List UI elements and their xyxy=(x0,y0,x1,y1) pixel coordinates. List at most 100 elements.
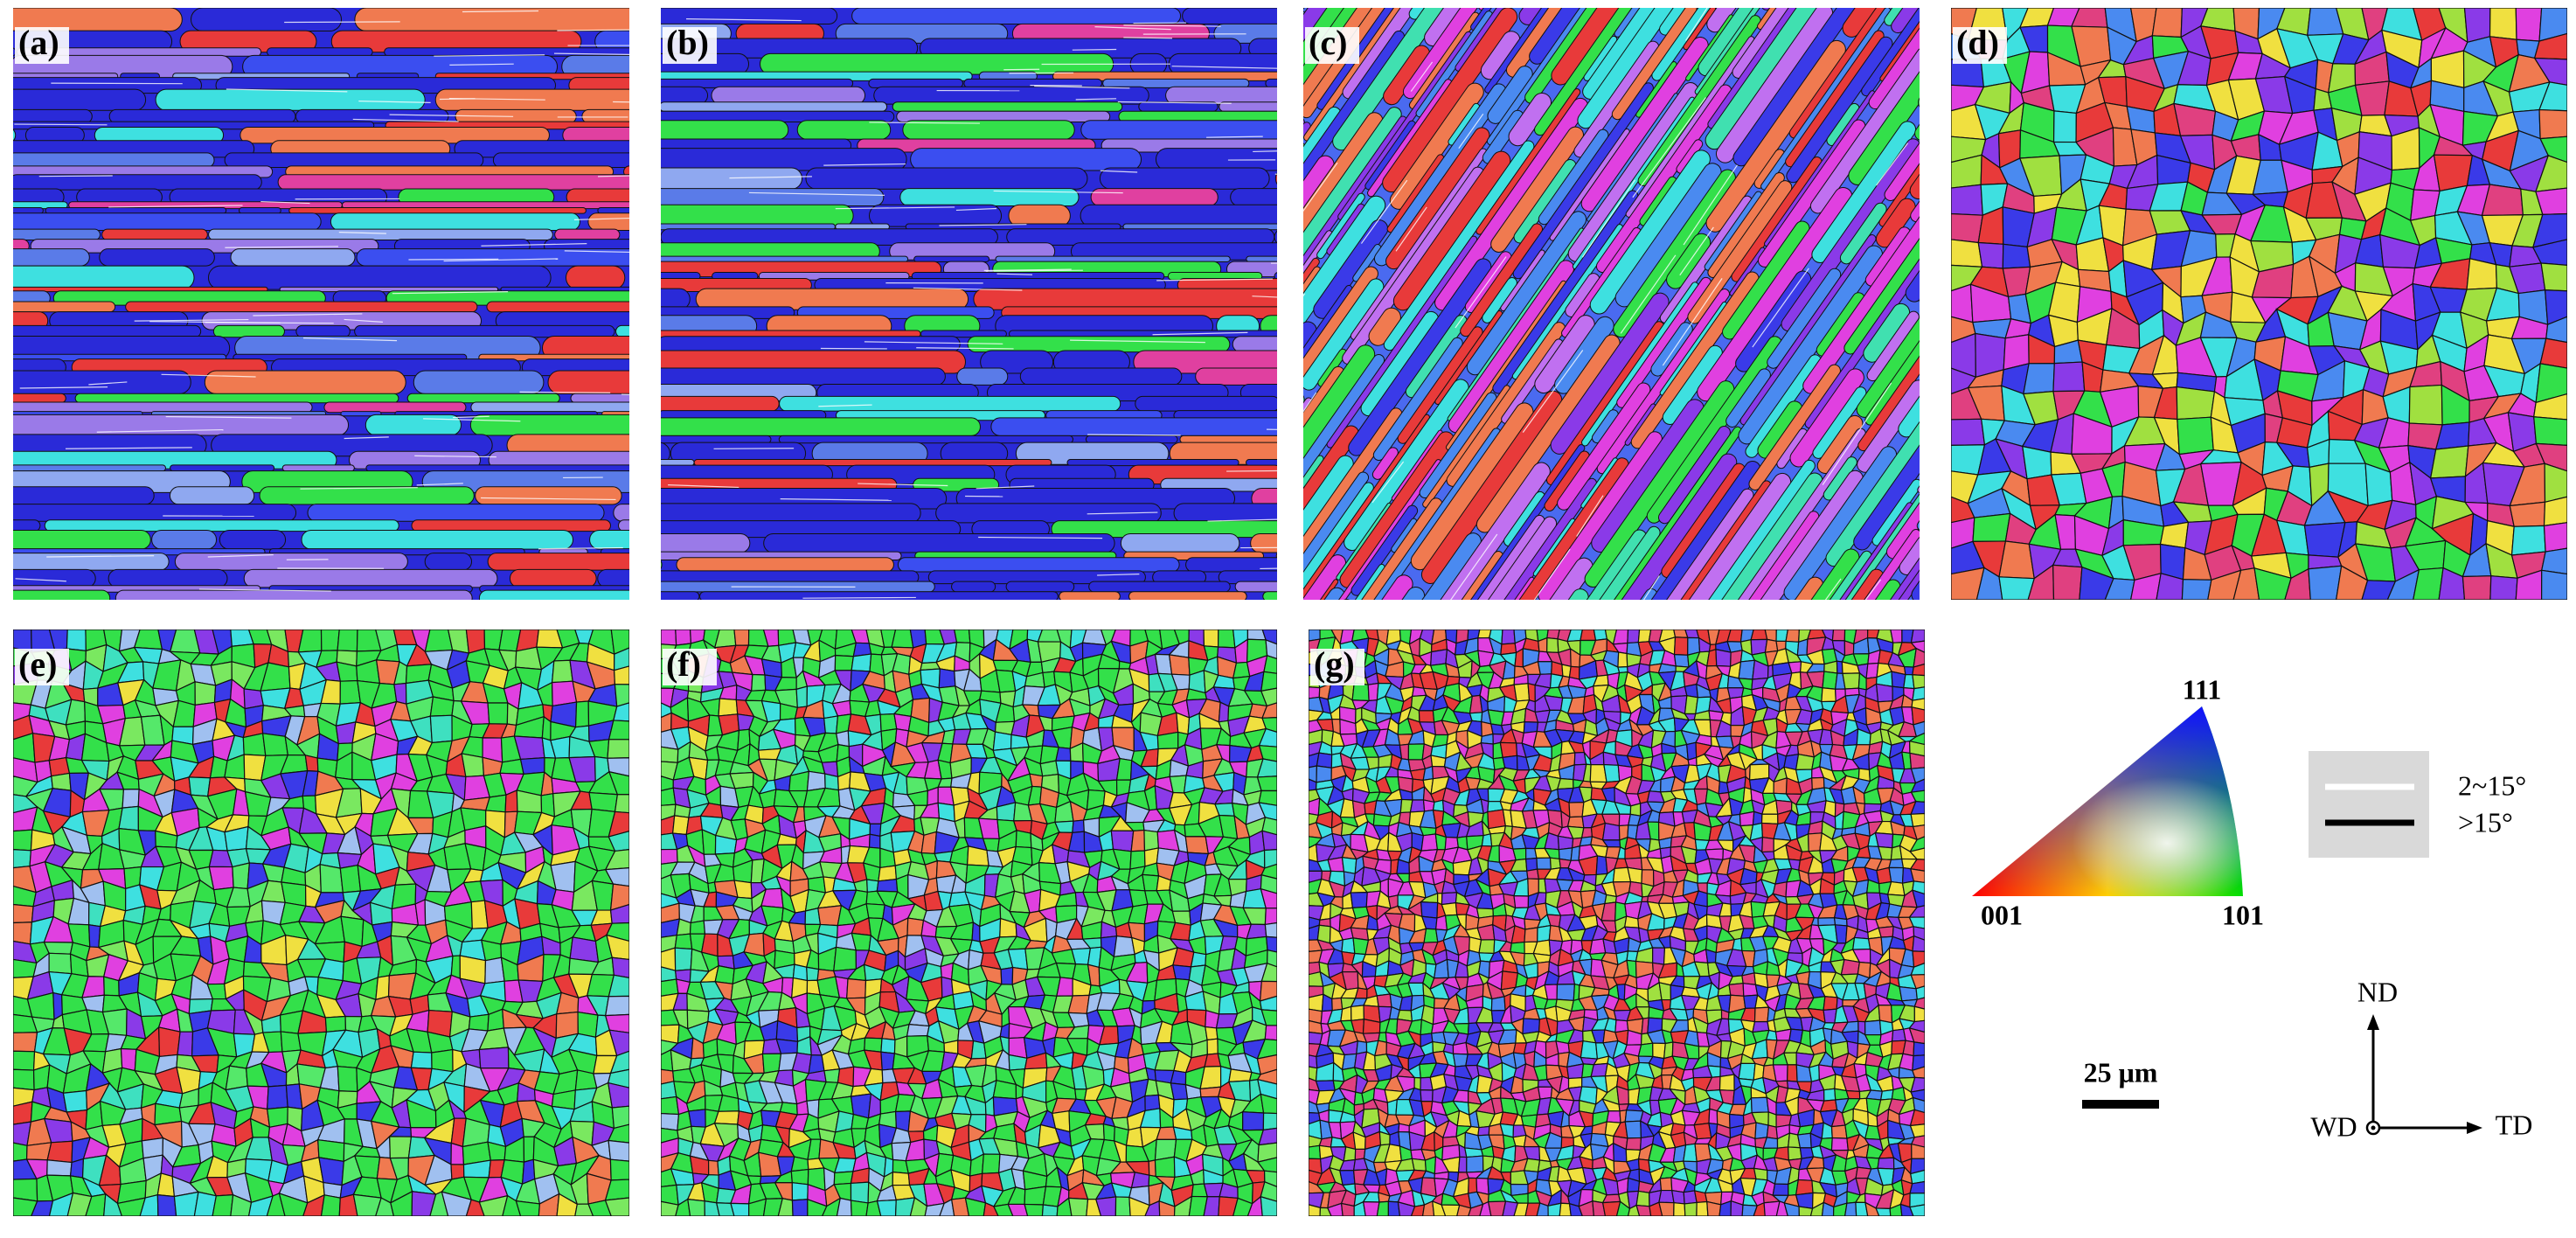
grain xyxy=(542,717,551,741)
grain xyxy=(337,1067,358,1092)
low-angle-boundary xyxy=(39,176,113,177)
grain xyxy=(972,922,980,942)
grain xyxy=(779,435,1073,442)
grain xyxy=(170,465,274,471)
grain xyxy=(296,325,350,337)
grain xyxy=(0,89,146,110)
grain xyxy=(11,465,166,471)
grain xyxy=(2003,244,2030,268)
grain xyxy=(325,1017,345,1033)
ebsd-maps: (a)(b)(c)(d)(e)(f)(g) xyxy=(0,0,2567,1216)
grain xyxy=(1502,629,1515,644)
grain xyxy=(1086,435,1177,442)
grain xyxy=(524,1137,534,1162)
grain xyxy=(824,716,838,734)
grain xyxy=(13,959,37,977)
grain xyxy=(13,1033,38,1052)
grain xyxy=(357,249,711,266)
panel-label: (e) xyxy=(18,644,57,684)
grain xyxy=(305,755,318,771)
grain xyxy=(2490,8,2517,39)
grain xyxy=(689,1109,705,1127)
panel-label: (b) xyxy=(666,23,709,62)
panel-label-group: (d) xyxy=(1953,23,2007,64)
grain xyxy=(835,656,853,671)
low-angle-boundary xyxy=(802,597,915,598)
grain xyxy=(2510,502,2545,526)
grain xyxy=(1009,205,1070,226)
grain xyxy=(914,256,989,261)
grain xyxy=(355,325,614,337)
grain xyxy=(1978,242,2003,268)
grain xyxy=(479,590,664,606)
grain xyxy=(195,682,216,706)
ebsd-map xyxy=(13,629,629,1216)
grain xyxy=(1982,636,2019,679)
grain xyxy=(1262,831,1277,850)
grain xyxy=(108,569,227,588)
grain xyxy=(13,830,32,851)
grain xyxy=(7,153,214,168)
grain xyxy=(851,1182,868,1203)
grain xyxy=(177,1032,193,1056)
grain xyxy=(2177,417,2213,454)
grain xyxy=(208,266,551,289)
grain xyxy=(1191,952,1206,967)
grain xyxy=(2356,81,2390,115)
grain xyxy=(1103,1124,1114,1141)
grain xyxy=(413,371,544,394)
grain xyxy=(13,1102,32,1124)
grain xyxy=(576,701,589,727)
grain xyxy=(892,1172,909,1186)
grain xyxy=(322,629,340,650)
low-angle-boundary xyxy=(1073,50,1116,51)
grain xyxy=(430,697,454,716)
grain xyxy=(734,880,752,899)
grain xyxy=(892,629,913,648)
grain xyxy=(762,1054,781,1073)
grain xyxy=(1714,0,1776,6)
grain xyxy=(0,325,201,337)
grain xyxy=(219,531,285,550)
grain xyxy=(852,8,1181,24)
grain xyxy=(911,149,1142,170)
grain xyxy=(1135,396,1280,411)
grain xyxy=(0,109,92,123)
grain xyxy=(797,121,890,140)
grain xyxy=(479,1047,509,1068)
grain xyxy=(1594,629,1607,640)
grain xyxy=(1243,1112,1264,1130)
grain xyxy=(628,205,853,226)
grain xyxy=(0,402,312,413)
grain xyxy=(675,934,691,949)
grain xyxy=(115,590,472,606)
grain xyxy=(488,703,508,724)
grain xyxy=(866,904,885,919)
grain xyxy=(282,465,354,471)
grain xyxy=(1204,629,1219,647)
grain xyxy=(625,87,708,104)
grain xyxy=(796,686,807,707)
grain xyxy=(606,996,629,1015)
grain xyxy=(1737,0,1878,8)
grain xyxy=(340,866,360,893)
grain xyxy=(1205,1027,1218,1040)
grain xyxy=(47,1160,72,1176)
grain xyxy=(0,531,150,550)
grain xyxy=(715,966,734,984)
grain xyxy=(119,806,138,830)
grain xyxy=(13,905,33,923)
grain xyxy=(2545,497,2567,525)
grain xyxy=(4,213,322,231)
grain xyxy=(159,1027,180,1056)
grain xyxy=(1951,284,1973,322)
grain xyxy=(2542,570,2567,600)
grain xyxy=(0,504,296,522)
grain xyxy=(13,1069,34,1089)
grain xyxy=(1538,662,1552,675)
grain xyxy=(1305,0,1455,8)
grain xyxy=(47,1141,73,1162)
grain xyxy=(847,979,866,998)
grain xyxy=(487,302,635,312)
grain xyxy=(894,714,911,731)
